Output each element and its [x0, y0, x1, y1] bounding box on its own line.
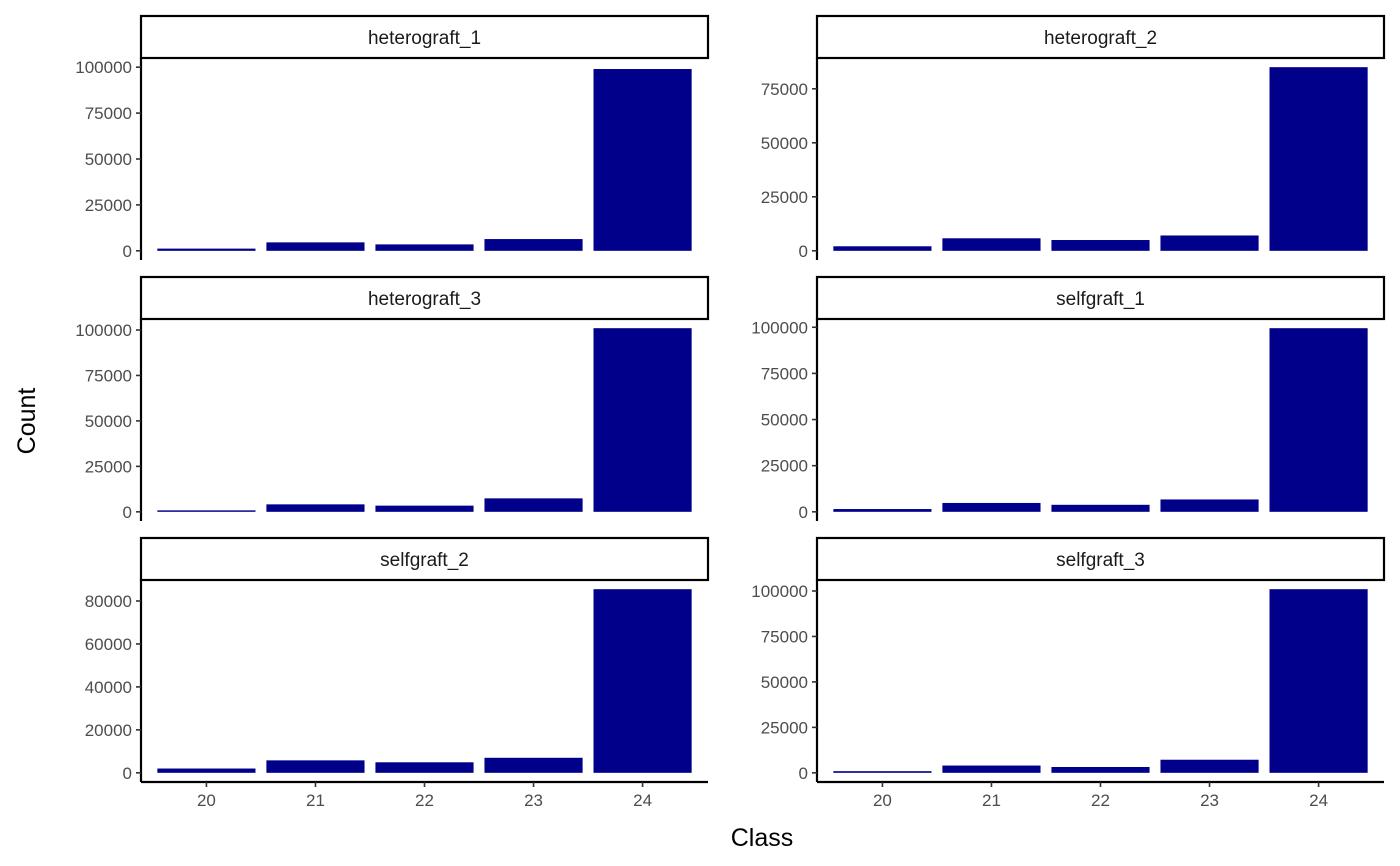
y-tick-label: 80000	[85, 592, 132, 611]
y-tick-label: 50000	[85, 150, 132, 169]
bar-22	[375, 244, 474, 251]
y-tick-label: 100000	[75, 58, 132, 77]
y-tick-label: 50000	[761, 411, 808, 430]
strip-title: selfgraft_1	[1056, 289, 1145, 310]
bar-20	[833, 246, 932, 251]
strip-box	[815, 275, 1386, 321]
x-tick-label: 20	[873, 791, 892, 810]
bar-23	[484, 757, 583, 773]
bar-22	[375, 505, 474, 512]
y-tick-label: 25000	[85, 457, 132, 476]
y-tick-label: 25000	[761, 457, 808, 476]
bar-22	[1051, 767, 1150, 773]
facet-panel-heterograft_3: heterograft_3 0 25000 50000 75000 100000	[75, 275, 710, 522]
bar-21	[266, 242, 365, 251]
y-tick-label: 0	[799, 503, 808, 522]
bar-22	[1051, 504, 1150, 512]
x-tick-label: 21	[306, 791, 325, 810]
y-tick-label: 25000	[761, 188, 808, 207]
facet-panels: heterograft_10250005000075000100000heter…	[75, 14, 1386, 810]
x-axis-title: Class	[731, 824, 794, 852]
facet-panel-selfgraft_1: selfgraft_1 0 25000 50000 75000 100000	[751, 275, 1386, 522]
bar-24	[1269, 589, 1368, 773]
bar-23	[1160, 759, 1259, 773]
facet-panel-selfgraft_2: selfgraft_2 0 20000 40000 60000 80000 20 21 22 23…	[85, 536, 710, 810]
x-tick-label: 24	[633, 791, 652, 810]
strip-title: heterograft_3	[368, 289, 481, 310]
bar-23	[484, 498, 583, 512]
bar-22	[375, 762, 474, 773]
x-tick-label: 21	[982, 791, 1001, 810]
y-tick-label: 75000	[761, 80, 808, 99]
y-tick-label: 0	[123, 503, 132, 522]
y-tick-label: 0	[123, 764, 132, 783]
bar-22	[1051, 240, 1150, 251]
y-tick-label: 75000	[85, 104, 132, 123]
bar-21	[266, 504, 365, 512]
y-tick-label: 75000	[761, 627, 808, 646]
bar-20	[833, 771, 932, 773]
strip-box	[139, 275, 710, 321]
strip-title: selfgraft_3	[1056, 550, 1145, 571]
y-tick-label: 100000	[751, 318, 808, 337]
y-tick-label: 40000	[85, 678, 132, 697]
y-tick-label: 60000	[85, 635, 132, 654]
x-tick-label: 23	[524, 791, 543, 810]
y-tick-label: 100000	[75, 321, 132, 340]
bar-20	[833, 509, 932, 512]
bar-24	[1269, 328, 1368, 512]
y-axis-title: Count	[13, 388, 41, 455]
bar-24	[593, 328, 692, 512]
y-tick-label: 0	[799, 764, 808, 783]
bar-20	[157, 248, 256, 251]
y-tick-label: 25000	[85, 196, 132, 215]
x-tick-label: 20	[197, 791, 216, 810]
y-tick-label: 50000	[761, 134, 808, 153]
y-tick-label: 50000	[761, 673, 808, 692]
bar-24	[1269, 67, 1368, 251]
bar-21	[942, 238, 1041, 251]
bar-24	[593, 69, 692, 251]
strip-box	[815, 536, 1386, 582]
bar-21	[942, 502, 1041, 512]
facet-panel-selfgraft_3: selfgraft_3 0 25000 50000 75000 100000 20 21 22 2…	[751, 536, 1386, 810]
y-tick-label: 20000	[85, 721, 132, 740]
y-tick-label: 0	[123, 242, 132, 261]
bar-24	[593, 589, 692, 773]
x-tick-label: 22	[1091, 791, 1110, 810]
bar-23	[484, 239, 583, 251]
bar-20	[157, 768, 256, 773]
y-tick-label: 0	[799, 242, 808, 261]
x-tick-label: 24	[1309, 791, 1328, 810]
x-tick-label: 23	[1200, 791, 1219, 810]
bar-21	[266, 760, 365, 773]
y-tick-label: 75000	[761, 364, 808, 383]
facet-panel-heterograft_1: heterograft_1 0 25000 50000 75000 100000	[75, 14, 710, 261]
strip-box	[139, 536, 710, 582]
y-tick-label: 25000	[761, 718, 808, 737]
bar-23	[1160, 235, 1259, 251]
x-tick-label: 22	[415, 791, 434, 810]
strip-title: heterograft_1	[368, 28, 481, 49]
bar-20	[157, 510, 256, 512]
y-tick-label: 75000	[85, 366, 132, 385]
facet-panel-heterograft_2: heterograft_2 0 25000 50000 75000	[761, 14, 1386, 261]
strip-box	[139, 14, 710, 60]
strip-box	[815, 14, 1386, 60]
strip-title: selfgraft_2	[380, 550, 469, 571]
y-tick-label: 100000	[751, 582, 808, 601]
y-tick-label: 50000	[85, 412, 132, 431]
bar-23	[1160, 499, 1259, 512]
strip-title: heterograft_2	[1044, 28, 1157, 49]
bar-21	[942, 765, 1041, 773]
